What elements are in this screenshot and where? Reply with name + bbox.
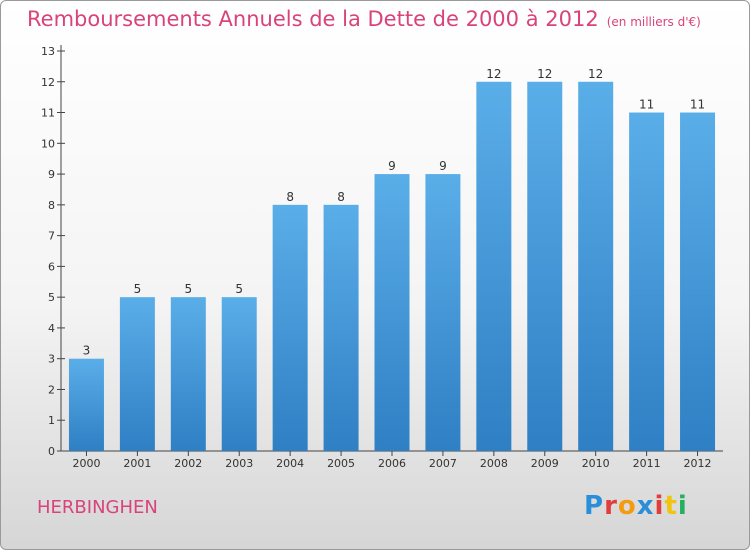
chart-title: Remboursements Annuels de la Dette de 20… xyxy=(27,7,701,31)
bar xyxy=(323,204,359,451)
y-tick-label: 11 xyxy=(41,107,55,120)
logo-letter: i xyxy=(677,491,688,521)
x-tick-label: 2005 xyxy=(327,457,355,470)
data-label: 5 xyxy=(134,282,142,296)
bar xyxy=(272,204,308,451)
bar xyxy=(119,297,155,451)
data-label: 5 xyxy=(235,282,243,296)
proxiti-logo: Proxiti xyxy=(584,491,688,521)
logo-letter: x xyxy=(636,491,655,521)
bar xyxy=(578,81,614,452)
data-label: 11 xyxy=(639,98,654,112)
data-label: 3 xyxy=(83,344,91,358)
data-label: 8 xyxy=(286,190,294,204)
y-tick-label: 7 xyxy=(48,230,55,243)
y-tick-label: 2 xyxy=(48,383,55,396)
data-label: 12 xyxy=(537,67,552,81)
y-tick-label: 1 xyxy=(48,414,55,427)
data-label: 5 xyxy=(184,282,192,296)
title-text: Remboursements Annuels de la Dette de 20… xyxy=(27,7,599,31)
y-tick-label: 3 xyxy=(48,353,55,366)
data-label: 12 xyxy=(588,67,603,81)
x-tick-label: 2008 xyxy=(480,457,508,470)
data-label: 9 xyxy=(439,159,447,173)
bar xyxy=(425,174,461,452)
x-tick-label: 2003 xyxy=(225,457,253,470)
x-tick-label: 2006 xyxy=(378,457,406,470)
bar xyxy=(527,81,563,452)
commune-name: HERBINGHEN xyxy=(37,497,158,518)
y-tick-label: 6 xyxy=(48,260,55,273)
x-tick-label: 2000 xyxy=(72,457,100,470)
bar xyxy=(629,112,665,452)
chart-subtitle: (en milliers d'€) xyxy=(606,15,701,29)
x-tick-label: 2010 xyxy=(582,457,610,470)
y-tick-label: 8 xyxy=(48,199,55,212)
logo-letter: P xyxy=(584,491,605,521)
x-tick-label: 2012 xyxy=(684,457,712,470)
bar xyxy=(68,358,104,451)
x-tick-label: 2002 xyxy=(174,457,202,470)
data-label: 11 xyxy=(690,98,705,112)
data-label: 12 xyxy=(486,67,501,81)
x-tick-label: 2004 xyxy=(276,457,304,470)
y-tick-label: 0 xyxy=(48,445,55,458)
bar xyxy=(476,81,512,452)
bar xyxy=(221,297,257,451)
x-tick-label: 2001 xyxy=(123,457,151,470)
logo-letter: t xyxy=(664,491,678,521)
x-tick-label: 2011 xyxy=(633,457,661,470)
data-label: 8 xyxy=(337,190,345,204)
y-tick-label: 10 xyxy=(41,137,55,150)
logo-letter: o xyxy=(617,491,637,521)
y-tick-label: 9 xyxy=(48,168,55,181)
logo-letter: r xyxy=(604,491,618,521)
x-tick-label: 2009 xyxy=(531,457,559,470)
y-tick-label: 13 xyxy=(41,45,55,58)
y-tick-label: 5 xyxy=(48,291,55,304)
data-label: 9 xyxy=(388,159,396,173)
bar xyxy=(680,112,716,452)
y-tick-label: 12 xyxy=(41,76,55,89)
x-tick-label: 2007 xyxy=(429,457,457,470)
bar xyxy=(374,174,410,452)
bar xyxy=(170,297,206,451)
logo-letter: i xyxy=(654,491,665,521)
y-tick-label: 4 xyxy=(48,322,55,335)
